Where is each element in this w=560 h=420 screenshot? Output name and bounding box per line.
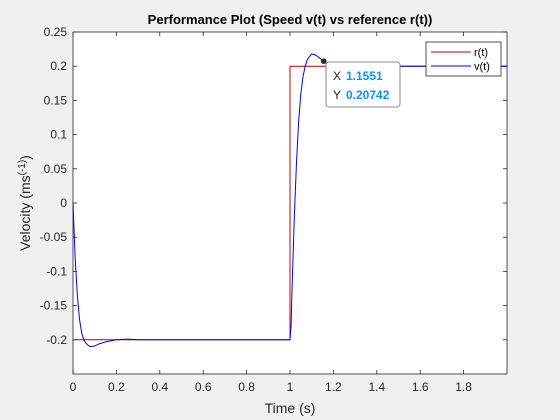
x-tick-label: 0.8 <box>238 380 255 394</box>
datatip-x-value: 1.1551 <box>346 69 383 83</box>
y-tick-label: 0 <box>60 196 67 210</box>
x-tick-label: 1.4 <box>368 380 385 394</box>
x-tick-label: 0.2 <box>108 380 125 394</box>
x-axis-label: Time (s) <box>265 400 316 416</box>
y-tick-label: -0.1 <box>46 264 67 278</box>
legend-label: r(t) <box>474 47 488 59</box>
x-tick-label: 0.4 <box>151 380 168 394</box>
y-tick-label: 0.25 <box>44 25 68 39</box>
y-tick-label: -0.15 <box>40 299 68 313</box>
y-tick-label: 0.1 <box>50 128 67 142</box>
x-tick-label: 1 <box>287 380 294 394</box>
y-tick-label: 0.2 <box>50 59 67 73</box>
datatip-y-key: Y <box>333 88 341 102</box>
datatip-marker[interactable] <box>320 58 327 64</box>
legend[interactable]: r(t) v(t) <box>425 41 502 77</box>
datatip-box <box>325 61 401 108</box>
x-tick-label: 1.8 <box>455 380 472 394</box>
y-tick-label: 0.05 <box>44 162 68 176</box>
datatip-layer[interactable]: X 1.1551 Y 0.20742 <box>320 58 401 108</box>
datatip-y-value: 0.20742 <box>346 88 390 102</box>
x-tick-label: 0.6 <box>195 380 212 394</box>
y-axis-label: Velocity (ms(-1)) <box>17 155 34 251</box>
y-tick-label: -0.2 <box>46 333 67 347</box>
x-tick-label: 1.6 <box>412 380 429 394</box>
y-tick-label: -0.05 <box>40 230 68 244</box>
ticks-layer: 0 0.2 0.4 0.6 0.8 1 1.2 1.4 1.6 1.8 -0.2 -0.15 -0.1 -… <box>40 25 507 394</box>
datatip-x-key: X <box>333 69 341 83</box>
y-tick-label: 0.15 <box>44 93 68 107</box>
legend-label: v(t) <box>474 61 490 73</box>
x-tick-label: 0 <box>70 380 77 394</box>
chart-title: Performance Plot (Speed v(t) vs referenc… <box>148 12 433 27</box>
legend-box <box>425 41 502 77</box>
x-tick-label: 1.2 <box>325 380 342 394</box>
plot-box <box>72 31 508 375</box>
